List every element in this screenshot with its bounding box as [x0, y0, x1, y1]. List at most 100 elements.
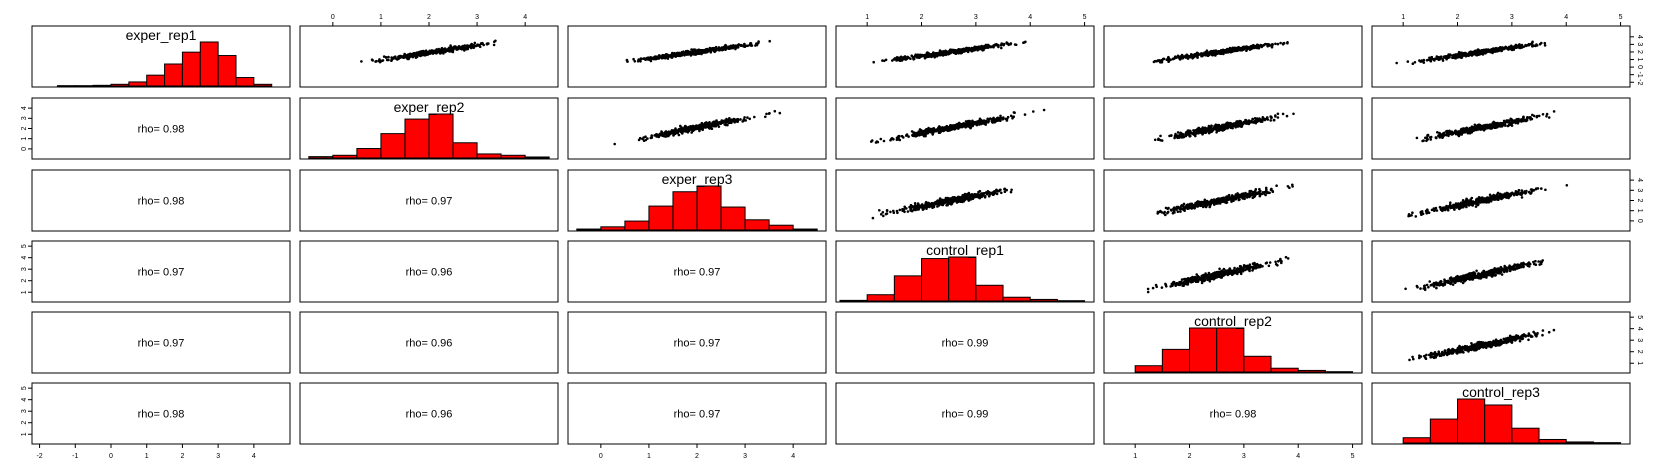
- scatter-point: [1203, 200, 1206, 204]
- scatter-point: [1223, 200, 1226, 204]
- scatter-point: [1520, 118, 1523, 122]
- scatter-point: [1500, 125, 1504, 128]
- scatter-point: [881, 59, 884, 62]
- scatter-point: [754, 44, 757, 47]
- scatter-point: [463, 46, 466, 50]
- scatter-point: [955, 201, 959, 204]
- scatter-point: [704, 122, 708, 125]
- scatter-point: [871, 139, 874, 142]
- scatter-point: [1276, 116, 1280, 119]
- scatter-point: [1175, 207, 1178, 211]
- scatter-point: [971, 195, 974, 199]
- scatter-point: [663, 54, 666, 57]
- scatter-point: [1433, 58, 1436, 61]
- scatter-point: [1544, 188, 1547, 192]
- scatter-point: [1178, 207, 1182, 211]
- scatter-point: [675, 131, 679, 135]
- scatter-point: [646, 56, 649, 60]
- scatter-point: [1042, 108, 1046, 112]
- scatter-point: [1219, 49, 1223, 52]
- scatter-point: [1415, 136, 1419, 140]
- scatter-point: [1520, 196, 1524, 199]
- scatter-point: [1011, 117, 1014, 120]
- panel-r3-c2: rho= 0.97: [299, 169, 559, 232]
- scatter-point: [1461, 127, 1465, 130]
- scatter-point: [889, 210, 892, 214]
- scatter-point: [1414, 215, 1418, 218]
- scatter-point: [971, 124, 974, 127]
- scatter-point: [1199, 130, 1203, 134]
- scatter-point: [1262, 43, 1266, 47]
- scatter-point: [1235, 48, 1239, 51]
- scatter-point: [1009, 190, 1013, 194]
- scatter-point: [923, 134, 927, 137]
- scatter-point: [409, 52, 412, 56]
- scatter-point: [1411, 62, 1415, 65]
- scatter-point: [962, 48, 965, 52]
- scatter-point: [1270, 45, 1274, 49]
- scatter-point: [983, 195, 987, 198]
- scatter-point: [697, 124, 701, 128]
- scatter-point: [946, 203, 949, 207]
- scatter-point: [439, 48, 443, 52]
- scatter-point: [885, 209, 889, 213]
- scatter-point: [424, 49, 428, 52]
- scatter-point: [1537, 114, 1541, 118]
- scatter-point: [711, 121, 715, 125]
- scatter-point: [1506, 46, 1510, 50]
- scatter-point: [951, 125, 954, 129]
- scatter-point: [1216, 128, 1219, 131]
- histogram-bar: [380, 133, 406, 159]
- scatter-point: [1211, 199, 1214, 202]
- scatter-point: [710, 127, 714, 130]
- scatter-point: [1217, 125, 1221, 128]
- panel-r1-c1: exper_rep1: [31, 25, 291, 88]
- scatter-point: [871, 216, 875, 220]
- scatter-point: [1247, 119, 1251, 122]
- scatter-point: [443, 48, 447, 51]
- scatter-point: [1200, 54, 1203, 58]
- scatter-point: [900, 134, 904, 138]
- scatter-points: [1153, 112, 1295, 142]
- scatter-point: [472, 43, 476, 47]
- scatter-point: [756, 42, 759, 46]
- scatter-point: [397, 55, 401, 58]
- scatter-point: [966, 196, 970, 200]
- scatter-point: [1178, 57, 1181, 60]
- scatter-point: [1462, 129, 1465, 133]
- scatter-points: [1395, 40, 1547, 65]
- scatter-point: [739, 118, 742, 121]
- scatter-point: [1441, 59, 1445, 62]
- scatter-point: [1485, 50, 1488, 54]
- scatter-point: [1478, 123, 1482, 127]
- scatter-point: [1420, 59, 1423, 63]
- scatter-point: [976, 120, 979, 124]
- histogram: [56, 41, 273, 87]
- scatter-point: [1526, 116, 1529, 119]
- scatter-point: [1547, 116, 1551, 119]
- scatter-point: [992, 44, 995, 47]
- scatter-point: [1263, 117, 1267, 121]
- scatter-point: [1487, 49, 1491, 52]
- scatter-point: [1239, 123, 1242, 127]
- scatter-point: [1000, 46, 1003, 50]
- scatter-point: [394, 55, 397, 58]
- scatter-point: [1477, 127, 1480, 131]
- scatter-point: [1009, 42, 1012, 46]
- scatter-point: [1234, 197, 1237, 200]
- scatter-point: [1196, 56, 1199, 59]
- scatter-point: [997, 117, 1001, 120]
- scatter-point: [1247, 47, 1250, 50]
- panel-r3-c6: [1371, 169, 1631, 232]
- scatter-point: [426, 52, 430, 56]
- scatter-point: [1213, 199, 1217, 203]
- scatter-point: [1002, 43, 1005, 47]
- scatter-point: [658, 54, 661, 57]
- scatter-point: [1222, 124, 1225, 127]
- scatter-point: [657, 57, 660, 60]
- scatter-point: [969, 198, 972, 201]
- scatter-point: [741, 120, 744, 123]
- scatter-point: [449, 44, 452, 47]
- scatter-point: [1448, 56, 1451, 59]
- histogram-bar: [648, 205, 674, 231]
